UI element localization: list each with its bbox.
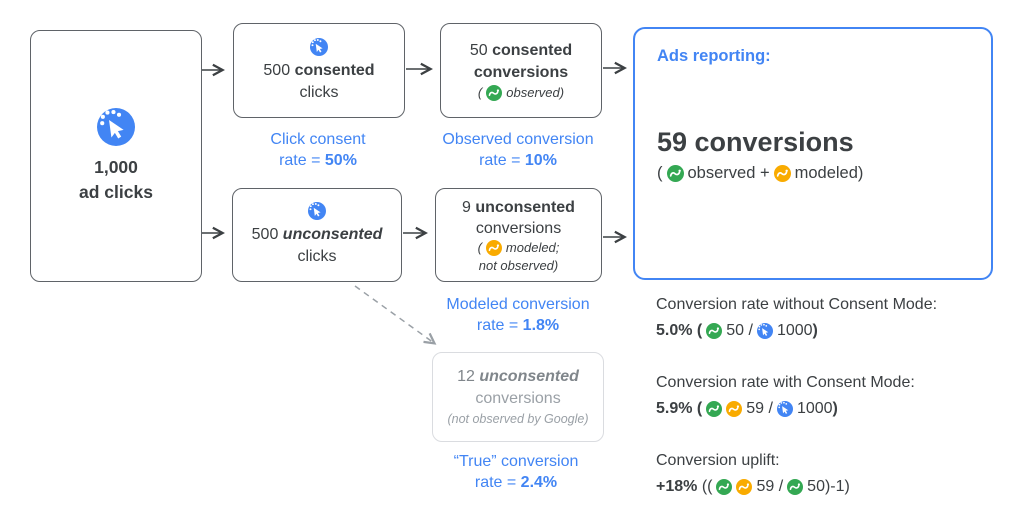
rate-line2: rate = 1.8%	[476, 317, 560, 334]
stat-label: Conversion rate with Consent Mode:	[656, 374, 915, 391]
rate-line1: Modeled conversion	[446, 296, 590, 313]
observed-conversion-icon	[486, 85, 502, 101]
unconsented-clicks-label: clicks	[297, 248, 337, 265]
observed-conversion-icon	[667, 165, 684, 182]
rate-line2: rate = 2.4%	[474, 474, 558, 491]
observed-conversion-rate-label: Observed conversion rate = 10%	[418, 129, 618, 171]
stat-label: Conversion uplift:	[656, 452, 780, 469]
modeled-conversion-icon	[486, 240, 502, 256]
unconsented-conv-annotation2: not observed)	[478, 257, 559, 273]
hidden-conv-line1: 12 unconsented	[457, 368, 579, 385]
unconsented-conv-line1: 9 unconsented	[462, 198, 575, 216]
reported-conversions-headline: 59 conversions	[657, 127, 854, 157]
consented-clicks-box: 500 consented clicks	[233, 23, 405, 118]
ads-reporting-panel: Ads reporting: 59 conversions (observed …	[633, 27, 993, 280]
ad-click-icon	[310, 38, 328, 56]
observed-conversion-icon	[716, 479, 732, 495]
ad-click-icon	[308, 202, 326, 220]
consented-clicks-label: clicks	[299, 83, 339, 101]
consented-conversions-box: 50 consented conversions (observed)	[440, 23, 602, 118]
unconsented-conv-annotation1: (modeled;	[477, 239, 560, 256]
rate-line2: rate = 10%	[479, 152, 557, 169]
modeled-conversion-rate-label: Modeled conversion rate = 1.8%	[418, 294, 618, 336]
unconsented-conversions-box: 9 unconsented conversions (modeled; not …	[435, 188, 602, 282]
consented-conv-line1: 50 consented	[469, 41, 573, 59]
ad-click-icon	[97, 108, 135, 146]
stat-value: 5.9% (59 / 1000)	[656, 400, 838, 417]
hidden-conversions-box: 12 unconsented conversions (not observed…	[432, 352, 604, 442]
rate-line1: “True” conversion	[453, 453, 579, 470]
unconsented-conv-label: conversions	[475, 219, 562, 237]
hidden-conv-label: conversions	[475, 390, 561, 407]
rate-line2: rate = 50%	[279, 152, 357, 169]
observed-conversion-icon	[706, 401, 722, 417]
unconsented-clicks-line1: 500 unconsented	[251, 226, 383, 243]
modeled-conversion-icon	[774, 165, 791, 182]
stat-with-consent-mode: Conversion rate with Consent Mode: 5.9% …	[656, 371, 1006, 422]
consented-clicks-count: 500	[263, 61, 291, 79]
rate-line1: Observed conversion	[442, 131, 594, 148]
modeled-conversion-icon	[726, 401, 742, 417]
stat-value: 5.0% (50 / 1000)	[656, 322, 818, 339]
hidden-conv-annotation: (not observed by Google)	[447, 412, 589, 426]
observed-conversion-icon	[787, 479, 803, 495]
stat-value: +18% ((59 / 50)-1)	[656, 478, 850, 495]
reported-conversions-breakdown: (observed + modeled)	[657, 164, 864, 182]
total-clicks-label: ad clicks	[79, 181, 153, 202]
total-ad-clicks-box: 1,000 ad clicks	[30, 30, 202, 282]
total-clicks-value: 1,000	[94, 156, 138, 177]
conversion-stats: Conversion rate without Consent Mode: 5.…	[656, 293, 1006, 514]
click-consent-rate-label: Click consent rate = 50%	[233, 129, 403, 171]
rate-line1: Click consent	[270, 131, 366, 148]
true-conversion-rate-label: “True” conversion rate = 2.4%	[416, 451, 616, 493]
consented-clicks-line1: 500 consented	[263, 60, 374, 82]
unconsented-clicks-box: 500 unconsented clicks	[232, 188, 402, 282]
stat-label: Conversion rate without Consent Mode:	[656, 296, 938, 313]
consented-conv-label: conversions	[473, 63, 569, 81]
modeled-conversion-icon	[736, 479, 752, 495]
ads-reporting-title: Ads reporting:	[657, 47, 771, 65]
ad-click-icon	[777, 401, 793, 417]
stat-without-consent-mode: Conversion rate without Consent Mode: 5.…	[656, 293, 1006, 344]
ad-click-icon	[757, 323, 773, 339]
observed-conversion-icon	[706, 323, 722, 339]
consented-conv-annotation: (observed)	[477, 84, 565, 101]
consented-clicks-emphasis: consented	[294, 61, 375, 79]
ads-reporting-body: 59 conversions (observed + modeled)	[657, 127, 863, 183]
stat-conversion-uplift: Conversion uplift: +18% ((59 / 50)-1)	[656, 449, 1006, 500]
